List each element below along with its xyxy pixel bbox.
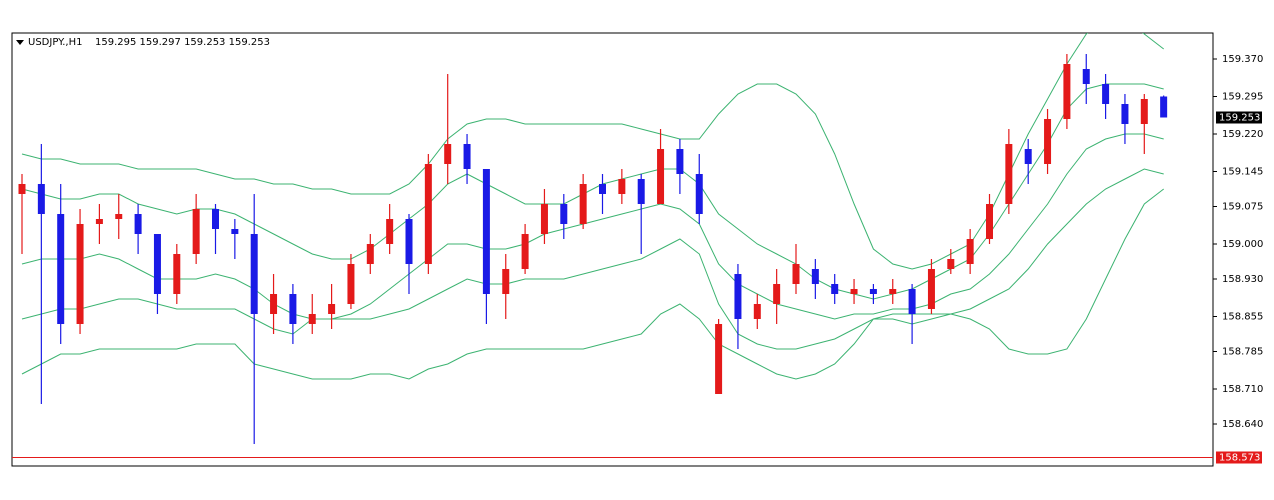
candle-body xyxy=(18,184,26,194)
candle-body xyxy=(1005,144,1013,204)
candle-body xyxy=(212,209,219,229)
candle-body xyxy=(811,269,819,284)
candle-body xyxy=(173,254,181,294)
band-line xyxy=(21,188,1165,380)
candle-body xyxy=(599,184,606,194)
candle-body xyxy=(424,164,432,264)
candle-body xyxy=(1044,119,1052,164)
menu-arrow xyxy=(16,40,24,45)
price-label-box xyxy=(1216,111,1262,124)
candle-body xyxy=(753,304,761,319)
candle-body xyxy=(792,264,800,284)
candle-body xyxy=(618,179,626,194)
y-tick-label: 159.370 xyxy=(1222,54,1263,65)
candle-body xyxy=(482,169,490,294)
y-tick-label: 158.855 xyxy=(1222,312,1263,323)
candle-body xyxy=(250,234,258,314)
candle-body xyxy=(560,204,568,224)
candle-body xyxy=(115,214,123,219)
y-tick-label: 158.785 xyxy=(1222,347,1263,358)
price-label: 159.253 xyxy=(1219,113,1260,124)
candle-body xyxy=(444,144,452,164)
y-tick-label: 159.220 xyxy=(1222,129,1263,140)
band-line xyxy=(21,168,1164,350)
candle-body xyxy=(347,264,355,304)
candle-body xyxy=(695,174,703,214)
candle-body xyxy=(540,204,548,234)
candle-body xyxy=(715,324,723,394)
candle-body xyxy=(1140,99,1148,124)
plot-area xyxy=(18,33,1168,444)
candle-body xyxy=(95,219,103,224)
candle-body xyxy=(773,284,781,304)
level-label: 158.573 xyxy=(1219,453,1260,464)
candle-body xyxy=(869,289,877,294)
candle-body xyxy=(289,294,297,324)
candle-body xyxy=(908,289,916,314)
chart-subtitle: 159.295 159.297 159.253 159.253 xyxy=(95,37,270,48)
candle-body xyxy=(1102,84,1110,104)
candle-body xyxy=(57,214,65,324)
candle-body xyxy=(637,179,645,204)
candle-body xyxy=(1082,69,1090,84)
candle-body xyxy=(1024,149,1032,164)
y-tick-label: 158.640 xyxy=(1222,419,1263,430)
candle-body xyxy=(270,294,278,314)
candle-body xyxy=(850,289,858,294)
candle-body xyxy=(966,239,974,264)
candle-body xyxy=(405,219,413,264)
chart-title: USDJPY.,H1 xyxy=(28,37,82,48)
candle-body xyxy=(328,304,336,314)
candle-body xyxy=(502,269,510,294)
candle-body xyxy=(889,289,897,294)
candle-body xyxy=(1063,64,1071,119)
candle-body xyxy=(734,274,742,319)
candle-body xyxy=(192,209,200,254)
candle-body xyxy=(831,284,839,294)
candle-body xyxy=(231,229,239,234)
candle-body xyxy=(134,214,142,234)
candle-body xyxy=(927,269,935,309)
level-label-box xyxy=(1216,451,1262,464)
candle-body xyxy=(153,234,161,294)
y-tick-label: 158.710 xyxy=(1222,384,1263,395)
y-tick-label: 159.075 xyxy=(1222,202,1263,213)
y-tick-label: 158.930 xyxy=(1222,274,1263,285)
y-tick-label: 159.295 xyxy=(1222,92,1263,103)
candle-body xyxy=(947,259,955,269)
candle-body xyxy=(37,184,45,214)
y-tick-label: 159.145 xyxy=(1222,167,1263,178)
candle-body xyxy=(366,244,374,264)
candle-body xyxy=(76,224,84,324)
band-line xyxy=(21,133,1164,320)
candle-body xyxy=(463,144,471,169)
candle-body xyxy=(386,219,394,244)
candle-body xyxy=(1121,104,1129,124)
candle-body xyxy=(676,149,684,174)
candle-body xyxy=(521,234,529,269)
candle-body xyxy=(308,314,316,324)
candle-body xyxy=(1160,96,1168,118)
plot-frame xyxy=(11,32,1214,467)
y-tick-label: 159.000 xyxy=(1222,239,1263,250)
candle-body xyxy=(579,184,587,224)
candle-body xyxy=(657,149,665,204)
candle-body xyxy=(986,204,993,239)
